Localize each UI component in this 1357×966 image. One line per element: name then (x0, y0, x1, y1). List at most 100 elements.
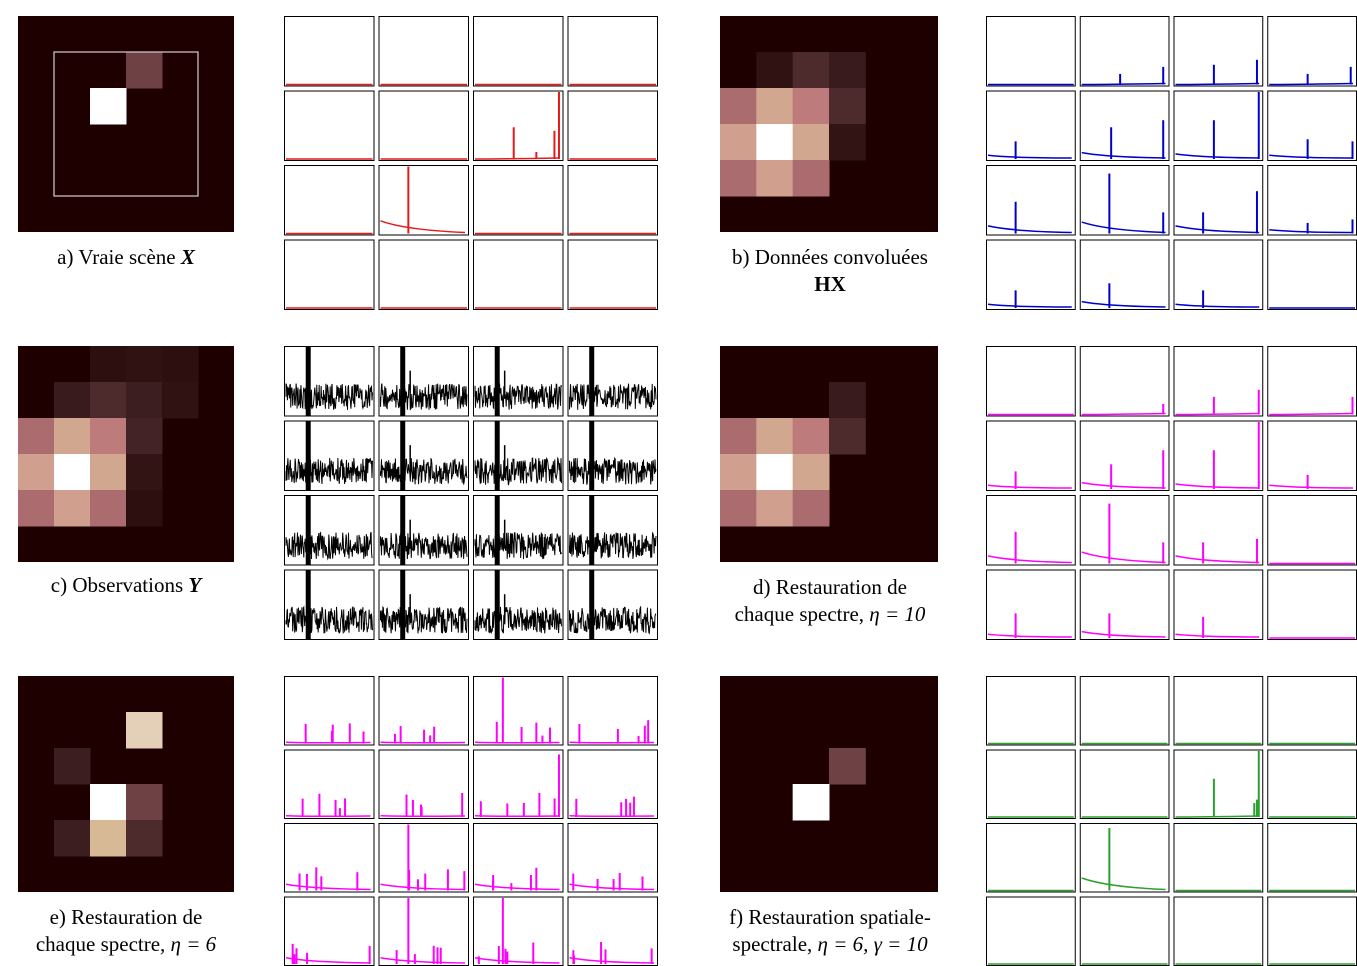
spectrum-cell (473, 495, 564, 566)
spectrum-frame (473, 823, 564, 893)
spectrum-line (1081, 551, 1166, 564)
spectrum-line (380, 957, 466, 964)
spectrum-cell (473, 823, 564, 893)
spectrum-peak (400, 346, 406, 417)
spectrum-line (1269, 412, 1354, 416)
spectrum-frame (284, 420, 375, 491)
spectrum-frame (567, 569, 658, 640)
heatmap-pixel (90, 88, 127, 125)
spectrum-frame (378, 420, 469, 491)
spectrum-line (569, 741, 655, 744)
spectrum-frame (473, 16, 564, 87)
spectrum-frame (1173, 16, 1264, 87)
heatmap-pixel (90, 418, 127, 455)
spectra-grid-restoration-eta6 (284, 676, 658, 966)
spectrum-frame (1173, 676, 1264, 746)
spectrum-frame (986, 420, 1076, 491)
spectrum-line (1081, 412, 1166, 416)
spectrum-line (285, 531, 373, 561)
spectrum-cell (1267, 749, 1357, 819)
spectrum-peak (589, 569, 595, 640)
spectrum-line (1081, 630, 1166, 638)
spectrum-frame (1079, 569, 1170, 640)
spectrum-cell (284, 420, 375, 491)
heatmap-pixel (126, 712, 163, 749)
heatmap-pixel (18, 454, 55, 491)
heatmap-pixel (720, 160, 757, 197)
spectrum-frame (567, 420, 658, 491)
heatmap-pixel (54, 748, 91, 785)
spectrum-line (1175, 483, 1260, 489)
spectrum-line (1269, 154, 1354, 159)
spectrum-frame (284, 749, 375, 819)
spectrum-cell (1079, 495, 1170, 566)
spectrum-frame (1079, 749, 1170, 819)
spectrum-peak (589, 495, 595, 566)
spectrum-frame (1079, 90, 1170, 161)
spectrum-line (1175, 153, 1260, 159)
spectrum-cell (378, 676, 469, 746)
spectrum-frame (1267, 346, 1357, 417)
heatmap-pixel (756, 52, 794, 89)
spectrum-cell (986, 749, 1076, 819)
spectrum-line (569, 605, 657, 635)
spectrum-frame (567, 896, 658, 966)
spectrum-cell (1173, 495, 1264, 566)
spectrum-frame (1079, 239, 1170, 310)
spectrum-line (474, 957, 560, 964)
heatmap-pixel (756, 490, 794, 527)
spectrum-frame (473, 495, 564, 566)
spectrum-frame (284, 495, 375, 566)
spectrum-frame (986, 16, 1076, 87)
spectrum-line (285, 383, 373, 410)
heatmap-pixel (90, 784, 127, 821)
spectrum-cell (1079, 896, 1170, 966)
spectrum-cell (378, 823, 469, 893)
heatmap-pixel (720, 88, 757, 125)
spectrum-line (1081, 877, 1166, 891)
spectrum-frame (378, 495, 469, 566)
spectrum-line (1175, 412, 1260, 416)
spectrum-cell (1267, 239, 1357, 310)
spectrum-line (1081, 82, 1166, 86)
caption-c: c) Observations Y (50, 573, 202, 597)
spectrum-cell (986, 346, 1076, 417)
spectrum-cell (378, 749, 469, 819)
spectrum-cell (1173, 749, 1264, 819)
spectrum-line (474, 383, 562, 410)
spectrum-frame (986, 495, 1076, 566)
spectrum-cell (1173, 896, 1264, 966)
heatmap-pixel (829, 52, 866, 89)
spectra-grid-restoration-eta10 (986, 346, 1357, 640)
spectrum-cell (473, 165, 564, 236)
spectrum-line (569, 456, 657, 485)
heatmap-pixel (90, 820, 127, 857)
heatmap-pixel (720, 454, 757, 491)
spectrum-cell (1079, 165, 1170, 236)
spectrum-cell (986, 823, 1076, 893)
spectrum-frame (284, 239, 375, 310)
spectrum-cell (284, 896, 375, 966)
heatmap-pixel (720, 418, 757, 455)
spectrum-frame (1267, 823, 1357, 893)
spectrum-cell (284, 165, 375, 236)
spectrum-frame (378, 90, 469, 161)
spectrum-cell (1079, 823, 1170, 893)
heatmap-pixel (792, 52, 830, 89)
spectrum-cell (284, 90, 375, 161)
heatmap-pixel (756, 88, 794, 125)
spectrum-line (987, 154, 1072, 159)
spectrum-line (1175, 303, 1260, 308)
spectrum-line (1081, 481, 1166, 489)
spectrum-cell (1173, 569, 1264, 640)
spectrum-line (987, 484, 1072, 489)
spectrum-cell (1079, 16, 1170, 87)
spectra-grid-true-scene (284, 16, 658, 310)
spectrum-peak (400, 420, 406, 491)
spectrum-line (474, 606, 562, 635)
spectrum-frame (1173, 569, 1264, 640)
heatmap-pixel (126, 418, 163, 455)
spectrum-frame (473, 676, 564, 746)
spectrum-cell (1267, 346, 1357, 417)
spectrum-frame (1079, 16, 1170, 87)
